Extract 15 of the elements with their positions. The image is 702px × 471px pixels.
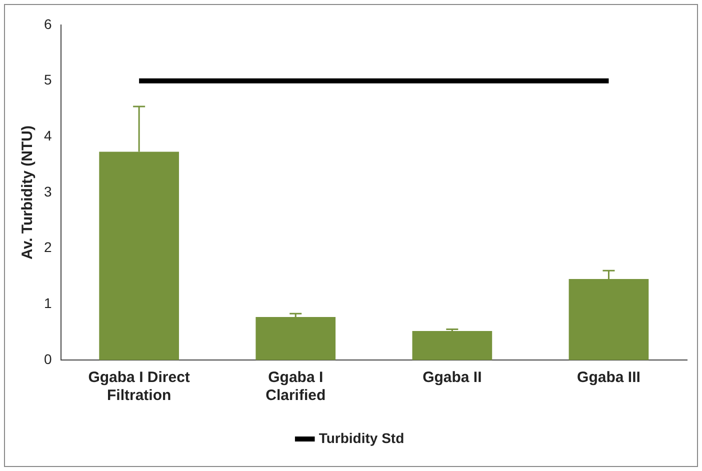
legend-label: Turbidity Std — [318, 430, 404, 446]
bar — [412, 330, 492, 360]
y-tick-label: 5 — [44, 72, 52, 88]
x-tick-label: Ggaba III — [577, 369, 640, 386]
y-axis-title: Av. Turbidity (NTU) — [19, 126, 36, 260]
y-tick-label: 1 — [44, 295, 52, 312]
y-tick-label: 3 — [44, 183, 52, 200]
y-tick-label: 6 — [44, 16, 52, 32]
x-tick-label: Ggaba I Direct Filtration — [88, 369, 190, 404]
x-tick-label: Ggaba I Clarified — [266, 369, 326, 404]
y-tick-label: 2 — [44, 239, 52, 256]
x-tick-label: Ggaba II — [422, 369, 482, 386]
y-tick-label: 0 — [44, 350, 52, 367]
y-tick-label: 4 — [44, 128, 52, 144]
bar — [256, 317, 336, 360]
